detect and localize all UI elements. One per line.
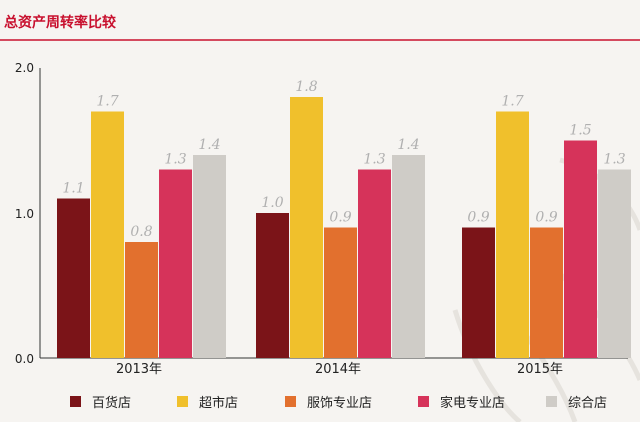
x-category-label: 2013年 [116,362,162,377]
bar [290,97,323,358]
bars [57,97,631,358]
legend-swatch [70,396,81,407]
data-label: 1.7 [96,94,118,110]
bar [91,111,124,358]
bar [496,111,529,358]
data-label: 0.8 [130,224,152,240]
y-tick-label: 2.0 [15,61,34,75]
data-label: 1.3 [603,152,625,168]
x-category-label: 2014年 [315,362,361,377]
bar [462,227,495,358]
legend-swatch [177,396,188,407]
data-labels: 1.1 1.7 0.8 1.3 1.4 1.0 1.8 0.9 1.3 1.4 0.9 1.7 0.9 1… [62,79,625,240]
data-label: 1.4 [198,137,220,153]
data-label: 1.3 [363,152,385,168]
chart-title: 总资产周转率比较 [4,14,116,31]
legend-label: 超市店 [199,395,238,411]
y-tick-label: 0.0 [15,352,34,366]
legend-label: 百货店 [92,395,131,411]
data-label: 1.3 [164,152,186,168]
bar [598,169,631,358]
data-label: 1.1 [62,181,84,197]
legend-swatch [546,396,557,407]
data-label: 1.5 [569,123,591,139]
data-label: 1.8 [295,79,317,95]
data-label: 1.7 [501,94,523,110]
bar [392,155,425,358]
bar [159,169,192,358]
data-label: 0.9 [535,210,557,226]
legend-swatch [418,396,429,407]
legend-swatch [285,396,296,407]
legend-label: 家电专业店 [440,395,505,411]
data-label: 0.9 [329,210,351,226]
legend: 百货店 超市店 服饰专业店 家电专业店 综合店 [70,395,607,411]
legend-label: 服饰专业店 [307,396,372,411]
bar [57,198,90,358]
axes: 0.0 1.0 2.0 2013年 2014年 2015年 [15,61,628,377]
data-label: 1.4 [397,137,419,153]
legend-label: 综合店 [568,396,607,411]
data-label: 0.9 [467,210,489,226]
x-category-label: 2015年 [517,362,563,377]
bar [193,155,226,358]
data-label: 1.0 [261,195,283,211]
bar [358,169,391,358]
bar [530,227,563,358]
y-tick-label: 1.0 [15,207,34,221]
bar [324,227,357,358]
bar [564,140,597,358]
bar [125,242,158,358]
bar [256,213,289,358]
